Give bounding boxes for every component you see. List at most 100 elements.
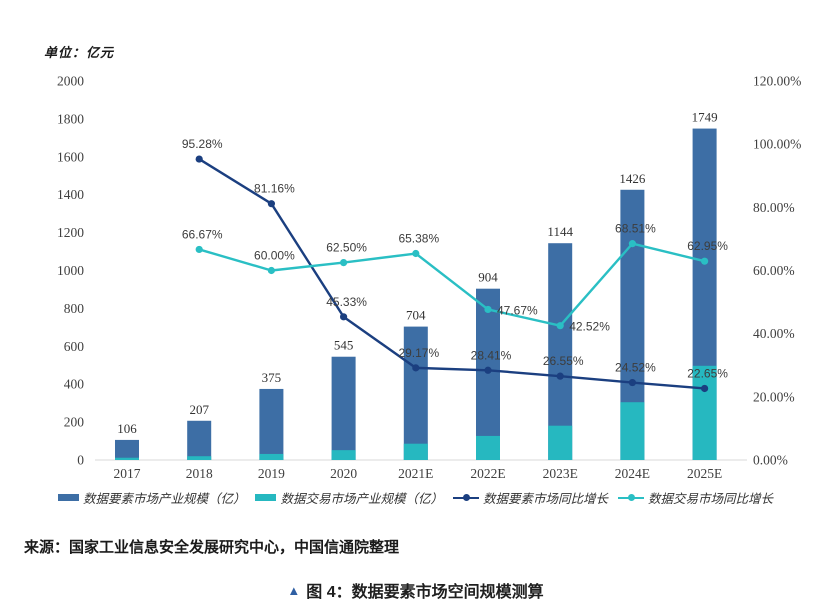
caption-triangle-icon: ▲: [287, 583, 301, 598]
growth-line-1: [198, 158, 705, 390]
figure-caption: ▲ 图 4：数据要素市场空间规模测算: [0, 578, 831, 602]
y-axis-right-tick: 0.00%: [753, 453, 788, 468]
bar-series-2: [259, 453, 284, 460]
legend-item-bar-1: 数据要素市场产业规模（亿）: [57, 488, 246, 507]
line-value-label: 29.17%: [398, 346, 439, 360]
y-axis-left-tick: 400: [64, 377, 85, 392]
bar-value-label: 1144: [547, 224, 573, 239]
caption-text: 图 4：数据要素市场空间规模测算: [306, 584, 544, 601]
bar-value-label: 1749: [692, 110, 718, 125]
line-point: [628, 240, 637, 248]
bar-series-1: [548, 243, 573, 460]
bar-series-1: [115, 439, 139, 460]
line-point: [701, 384, 709, 393]
legend-bar-swatch-icon: [255, 494, 277, 501]
y-axis-left-tick: 1200: [57, 225, 84, 240]
y-axis-right-tick: 40.00%: [753, 326, 795, 341]
line-value-label: 24.52%: [615, 361, 656, 375]
y-axis-left-tick: 2000: [57, 74, 84, 89]
y-axis-left-tick: 1600: [57, 149, 84, 164]
line-point: [556, 322, 564, 330]
bar-series-2: [476, 435, 500, 460]
legend-item-line-4: 数据交易市场同比增长: [618, 488, 773, 507]
y-axis-left-tick: 200: [64, 415, 85, 430]
x-axis-tick: 2021E: [398, 466, 433, 481]
x-axis-tick: 2023E: [543, 466, 578, 481]
line-value-label: 45.33%: [326, 295, 367, 309]
y-axis-left-tick: 600: [64, 339, 85, 354]
line-value-label: 95.28%: [182, 137, 223, 151]
bar-series-2: [403, 443, 428, 460]
bar-series-2: [331, 450, 356, 460]
y-axis-right-tick: 100.00%: [753, 137, 801, 152]
bar-value-label: 545: [334, 338, 354, 353]
line-value-label: 62.95%: [687, 239, 728, 253]
line-value-label: 28.41%: [471, 348, 512, 362]
line-value-label: 22.65%: [687, 366, 728, 380]
legend-item-bar-2: 数据交易市场产业规模（亿）: [255, 488, 443, 507]
bar-value-label: 704: [406, 308, 426, 323]
x-axis-tick: 2022E: [470, 466, 505, 481]
x-axis-tick: 2017: [114, 466, 141, 481]
legend-label: 数据交易市场同比增长: [648, 492, 774, 506]
x-axis-tick: 2024E: [615, 466, 650, 481]
legend-label: 数据要素市场产业规模（亿）: [82, 492, 246, 506]
line-value-label: 62.50%: [326, 241, 367, 255]
y-axis-left-tick: 800: [64, 301, 85, 316]
line-point: [701, 257, 709, 265]
bar-value-label: 106: [117, 421, 137, 436]
legend-label: 数据交易市场产业规模（亿）: [280, 492, 443, 506]
bar-series-1: [331, 356, 356, 460]
bar-series-2: [692, 365, 717, 460]
bar-series-1: [403, 326, 428, 460]
bar-value-label: 904: [478, 270, 498, 285]
bar-value-label: 375: [262, 370, 282, 385]
x-axis-tick: 2025E: [687, 466, 722, 481]
legend-line-marker-icon: [618, 494, 645, 501]
legend-item-line-3: 数据要素市场同比增长: [453, 488, 608, 507]
line-point: [195, 245, 203, 254]
line-point: [340, 259, 348, 267]
y-axis-left-tick: 1800: [57, 111, 84, 126]
bar-series-1: [259, 388, 284, 460]
y-axis-left-tick: 0: [77, 453, 84, 468]
bar-value-label: 1426: [619, 171, 646, 186]
bar-series-1: [476, 288, 500, 460]
line-value-label: 42.52%: [569, 320, 610, 334]
line-value-label: 60.00%: [254, 249, 295, 263]
y-axis-left-tick: 1400: [57, 187, 84, 202]
y-axis-right-tick: 60.00%: [753, 263, 795, 278]
x-axis-tick: 2018: [186, 466, 213, 481]
line-point: [267, 266, 275, 275]
bar-value-label: 207: [189, 402, 209, 417]
bar-series-2: [620, 402, 645, 460]
line-point: [267, 200, 275, 208]
line-point: [195, 155, 203, 163]
line-point: [412, 249, 420, 258]
line-value-label: 68.51%: [615, 222, 656, 236]
line-point: [412, 364, 420, 372]
line-point: [556, 372, 564, 380]
y-axis-left-tick: 1000: [57, 263, 84, 278]
legend-label: 数据要素市场同比增长: [483, 492, 609, 506]
line-value-label: 47.67%: [497, 303, 538, 317]
line-value-label: 66.67%: [182, 227, 223, 241]
line-point: [340, 313, 348, 321]
bar-series-2: [548, 425, 573, 460]
growth-line-2: [198, 242, 705, 327]
combo-chart: 0 200 400 600 800 1000 1200 1400 1600 1800 2000 0.0…: [57, 74, 801, 482]
source-note: 来源：国家工业信息安全发展研究中心，中国信通院整理: [24, 539, 400, 556]
y-axis-right-tick: 20.00%: [753, 389, 795, 404]
legend-line-marker-icon: [453, 494, 479, 501]
legend-bar-swatch-icon: [57, 494, 79, 501]
x-axis-tick: 2019: [258, 466, 285, 481]
bar-series-2: [115, 457, 139, 460]
x-axis-tick: 2020: [330, 466, 357, 481]
line-point: [484, 305, 492, 314]
line-value-label: 65.38%: [398, 232, 439, 246]
axis-unit-label: 单位：亿元: [44, 45, 115, 60]
line-value-label: 81.16%: [254, 182, 295, 196]
y-axis-right-tick: 120.00%: [753, 74, 801, 89]
bar-series-1: [187, 420, 212, 460]
